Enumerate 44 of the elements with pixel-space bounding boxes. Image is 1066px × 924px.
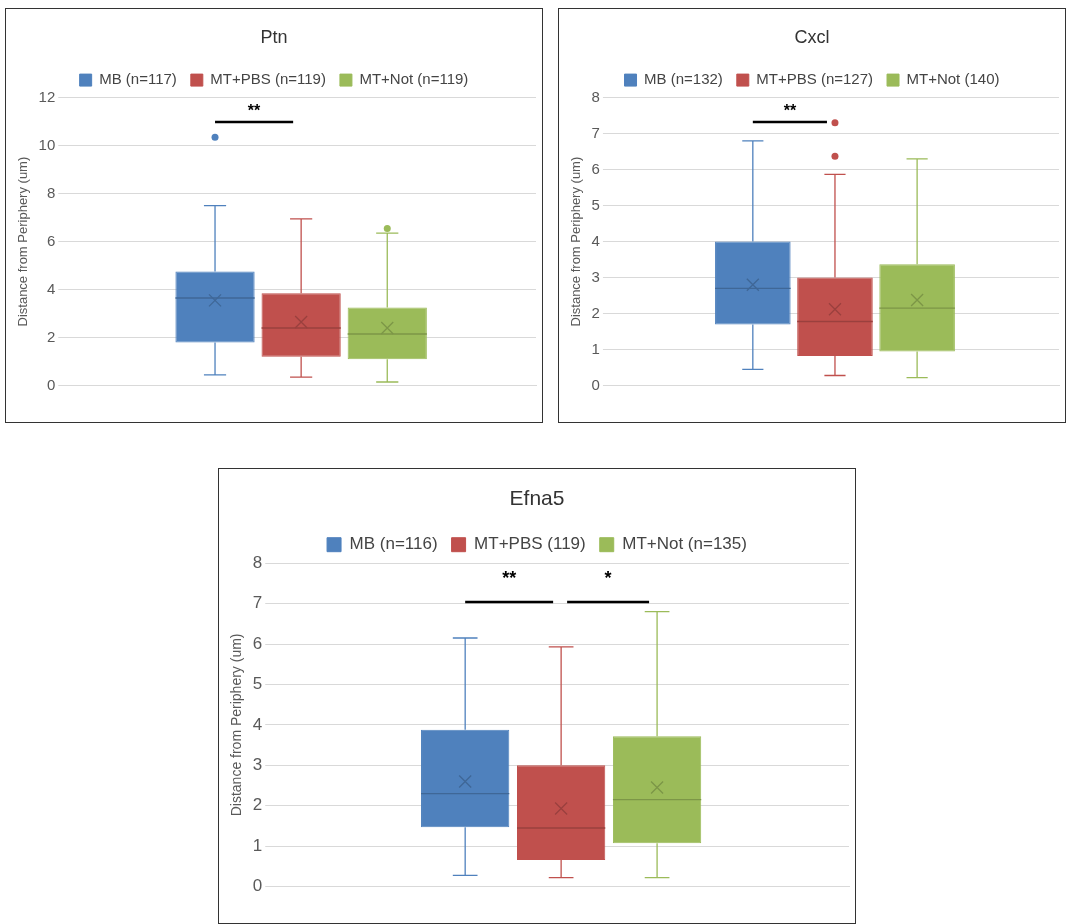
y-tick-label: 10 — [38, 135, 56, 153]
y-tick-label: 6 — [46, 231, 56, 249]
y-tick-label: 8 — [46, 183, 56, 201]
chart-title: Cxcl — [794, 26, 830, 47]
y-axis-title: Distance from Periphery (um) — [15, 156, 31, 327]
y-tick-label: 8 — [252, 552, 263, 572]
y-axis-title: Distance from Periphery (um) — [568, 156, 584, 327]
y-tick-label: 12 — [38, 87, 56, 105]
annotation: ** — [783, 102, 797, 120]
legend-label: MT+Not (n=135) — [622, 534, 747, 554]
annotation: ** — [502, 567, 517, 588]
y-tick-label: 5 — [591, 195, 600, 213]
legend-label: MT+PBS (n=127) — [756, 70, 874, 88]
legend-label: MB (n=116) — [349, 534, 438, 554]
legend-label: MT+Not (140) — [906, 70, 1000, 88]
legend-label: MT+PBS (n=119) — [210, 70, 326, 88]
y-tick-label: 5 — [252, 674, 263, 694]
chart-title: Efna5 — [509, 486, 565, 510]
y-tick-label: 6 — [252, 633, 263, 653]
y-tick-label: 4 — [46, 279, 56, 297]
y-tick-label: 0 — [591, 375, 600, 393]
y-tick-label: 8 — [591, 87, 600, 105]
y-tick-label: 3 — [252, 755, 263, 775]
legend-label: MT+PBS (119) — [474, 534, 586, 554]
annotation: ** — [247, 102, 262, 120]
y-tick-label: 2 — [46, 327, 56, 345]
annotation: * — [604, 567, 612, 588]
y-tick-label: 3 — [591, 267, 600, 285]
y-tick-label: 1 — [591, 339, 600, 357]
y-tick-label: 2 — [252, 795, 263, 815]
y-tick-label: 2 — [591, 303, 600, 321]
chart-title: Ptn — [260, 26, 288, 47]
y-tick-label: 0 — [252, 876, 263, 896]
legend-label: MB (n=117) — [99, 70, 177, 88]
y-tick-label: 7 — [252, 593, 263, 613]
y-axis-title: Distance from Periphery (um) — [228, 633, 245, 817]
y-tick-label: 4 — [591, 231, 600, 249]
y-tick-label: 0 — [46, 375, 56, 393]
legend-label: MB (n=132) — [644, 70, 723, 88]
legend-label: MT+Not (n=119) — [359, 70, 469, 88]
y-tick-label: 1 — [252, 835, 263, 855]
y-tick-label: 6 — [591, 159, 600, 177]
y-tick-label: 7 — [591, 123, 600, 141]
y-tick-label: 4 — [252, 714, 263, 734]
